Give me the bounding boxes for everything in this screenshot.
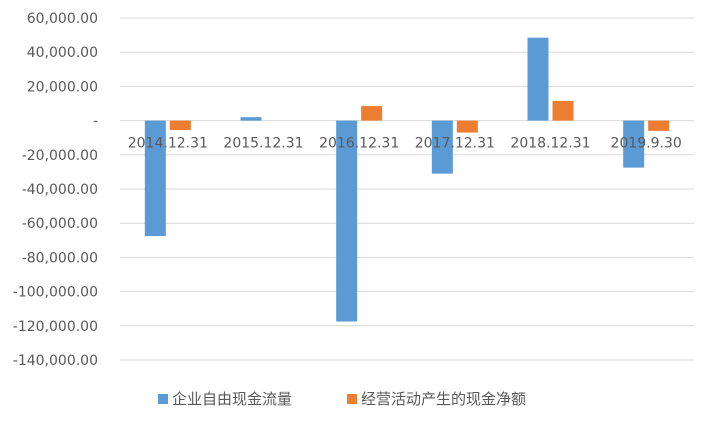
y-tick-label: -120,000.00 (13, 319, 98, 335)
bar-series-1 (240, 117, 262, 121)
y-tick-label: -140,000.00 (13, 353, 98, 369)
category-label: 2014.12.31 (128, 136, 208, 152)
category-label: 2015.12.31 (223, 136, 303, 152)
gridlines (120, 17, 694, 361)
y-axis-tick-labels: 60,000.00 40,000.00 20,000.00 - -20,000.00 -4… (13, 11, 98, 369)
y-tick-label: -100,000.00 (13, 285, 98, 301)
y-tick-label: 40,000.00 (27, 45, 98, 61)
bar-series-2 (361, 106, 383, 121)
category-label: 2019.9.30 (611, 136, 682, 152)
legend-swatch-series-1 (158, 394, 168, 404)
bar-series-1 (336, 120, 358, 322)
bar-series-2 (456, 120, 478, 133)
category-label: 2017.12.31 (415, 136, 495, 152)
bar-series-1 (527, 37, 549, 121)
category-label: 2016.12.31 (319, 136, 399, 152)
legend-label-series-1: 企业自由现金流量 (172, 390, 292, 408)
bars (144, 37, 670, 322)
y-tick-label: 60,000.00 (27, 11, 98, 27)
y-tick-label: 20,000.00 (27, 79, 98, 95)
bar-series-2 (169, 120, 191, 131)
bar-series-1 (431, 120, 453, 174)
y-tick-label: -60,000.00 (22, 216, 98, 232)
bar-series-1 (144, 120, 166, 237)
legend-swatch-series-2 (347, 394, 357, 404)
bar-series-2 (648, 120, 670, 131)
bar-series-1 (623, 120, 645, 168)
y-tick-label: -20,000.00 (22, 148, 98, 164)
bar-series-2 (552, 100, 574, 121)
y-tick-label: -80,000.00 (22, 250, 98, 266)
legend-label-series-2: 经营活动产生的现金净额 (361, 390, 526, 408)
category-label: 2018.12.31 (510, 136, 590, 152)
y-tick-label: - (93, 114, 98, 130)
category-labels: 2014.12.31 2015.12.31 2016.12.31 2017.12.31… (128, 136, 682, 152)
legend: 企业自由现金流量 经营活动产生的现金净额 (158, 390, 526, 408)
y-tick-label: -40,000.00 (22, 182, 98, 198)
